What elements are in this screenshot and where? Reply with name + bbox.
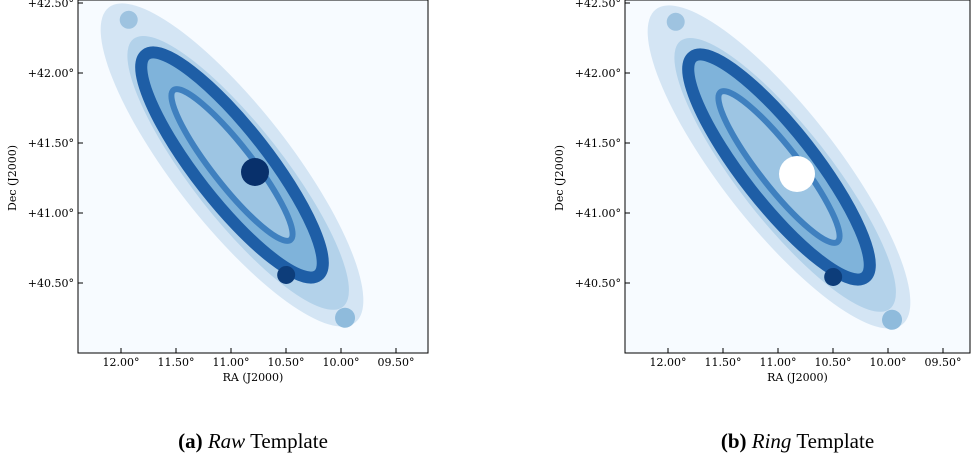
x-axis-label: RA (J2000) <box>223 371 284 384</box>
x-axis-label: RA (J2000) <box>767 371 828 384</box>
panel: +42.50° +42.00° +41.50° +41.00° +40.50° 12.00… <box>6 0 429 453</box>
y-tick-label: +41.00° <box>575 207 621 220</box>
x-tick-label: 10.00° <box>870 356 907 369</box>
caption: (a) Raw Template <box>178 429 328 453</box>
x-tick-label: 10.50° <box>815 356 852 369</box>
caption: (b) Ring Template <box>721 429 874 453</box>
x-tick-label: 12.00° <box>103 356 140 369</box>
y-tick-label: +41.00° <box>28 207 74 220</box>
x-tick-label: 11.00° <box>760 356 797 369</box>
y-tick-label: +42.00° <box>28 67 74 80</box>
x-tick-label: 10.50° <box>268 356 305 369</box>
y-tick-label: +40.50° <box>28 277 74 290</box>
caption-label: (a) <box>178 429 203 453</box>
plot-frame <box>77 0 429 354</box>
y-tick-label: +42.00° <box>575 67 621 80</box>
caption-rest: Template <box>796 429 874 453</box>
caption-name: Raw <box>207 429 245 453</box>
y-axis-label: Dec (J2000) <box>553 145 566 211</box>
panel: +42.50° +42.00° +41.50° +41.00° +40.50° 12.00… <box>553 0 971 453</box>
sky-map <box>78 0 428 353</box>
caption-rest: Template <box>250 429 328 453</box>
x-tick-label: 09.50° <box>378 356 415 369</box>
caption-label: (b) <box>721 429 747 453</box>
x-tick-label: 11.50° <box>705 356 742 369</box>
x-tick-label: 12.00° <box>650 356 687 369</box>
x-tick-label: 09.50° <box>925 356 962 369</box>
y-axis-label: Dec (J2000) <box>6 145 19 211</box>
y-tick-label: +41.50° <box>28 137 74 150</box>
x-tick-label: 11.50° <box>158 356 195 369</box>
y-tick-label: +41.50° <box>575 137 621 150</box>
sky-map <box>625 0 970 353</box>
caption-name: Ring <box>751 429 792 453</box>
y-tick-label: +42.50° <box>575 0 621 10</box>
y-tick-label: +40.50° <box>575 277 621 290</box>
plot-frame <box>624 0 971 354</box>
y-tick-label: +42.50° <box>28 0 74 10</box>
x-tick-label: 11.00° <box>213 356 250 369</box>
x-tick-label: 10.00° <box>323 356 360 369</box>
